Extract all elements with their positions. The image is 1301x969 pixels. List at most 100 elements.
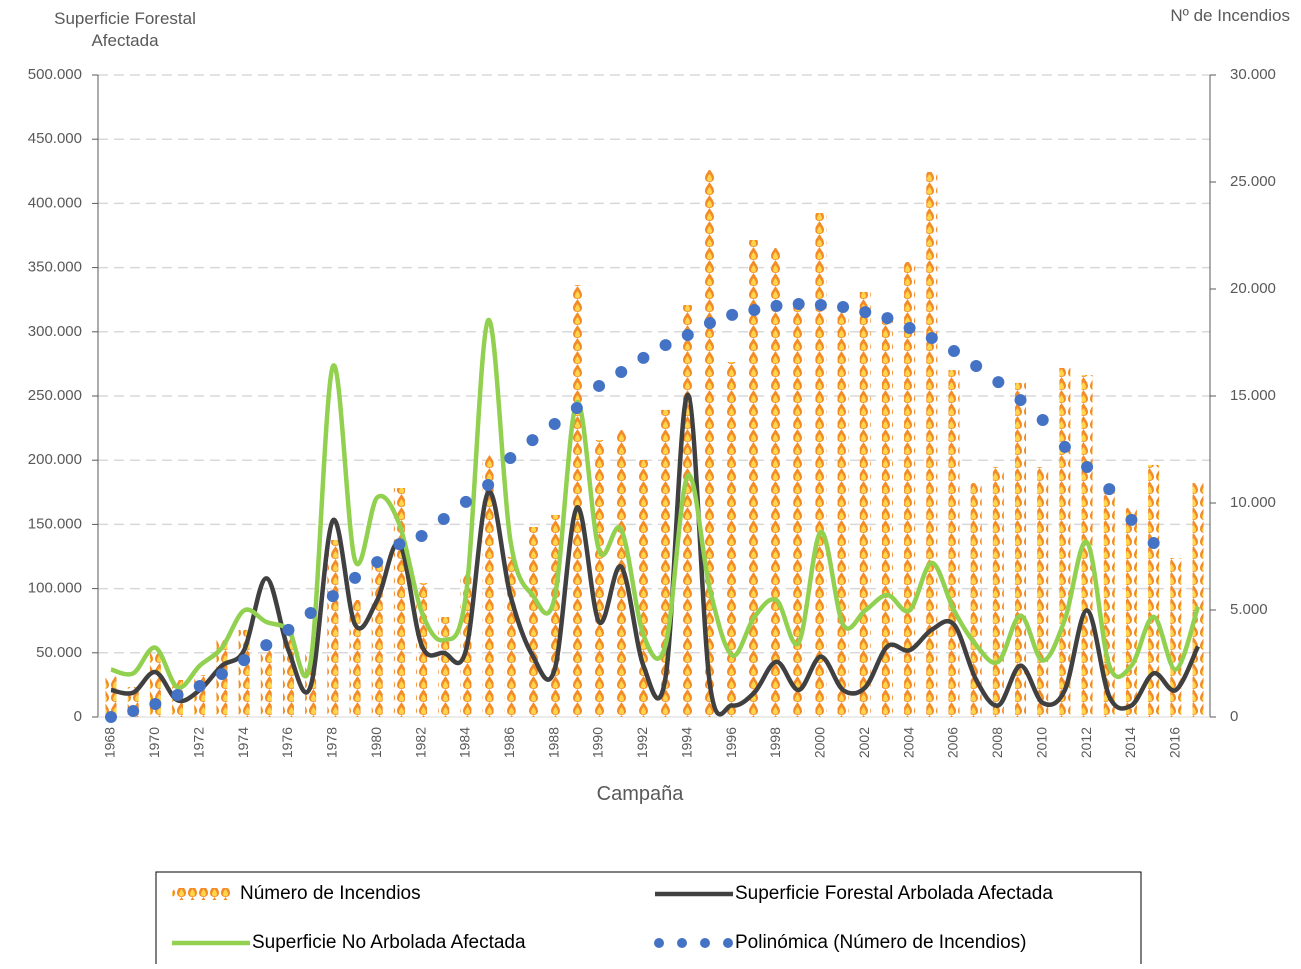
trend-dot <box>970 360 982 372</box>
trend-dot <box>149 698 161 710</box>
y-axis-title: Superficie Forestal Afectada <box>20 8 230 52</box>
trend-dot <box>216 668 228 680</box>
y2-tick-label: 0 <box>1230 708 1238 725</box>
trend-dot <box>837 301 849 313</box>
trend-dot <box>593 380 605 392</box>
x-tick-label: 1998 <box>767 727 783 758</box>
trend-dot <box>726 309 738 321</box>
trend-dot <box>704 317 716 329</box>
legend-swatch <box>723 938 733 948</box>
x-tick-label: 1976 <box>279 727 295 758</box>
chart: 050.000100.000150.000200.000250.000300.0… <box>0 0 1301 964</box>
trend-dot <box>172 689 184 701</box>
x-tick-label: 1984 <box>457 727 473 758</box>
bar <box>1059 368 1070 717</box>
trend-dot <box>1081 461 1093 473</box>
y-tick-label: 250.000 <box>28 387 82 404</box>
trend-dot <box>926 332 938 344</box>
legend-label: Superficie No Arbolada Afectada <box>252 932 526 953</box>
trend-dot <box>549 418 561 430</box>
trend-dot <box>1037 414 1049 426</box>
bar <box>571 285 582 717</box>
x-tick-label: 1996 <box>723 727 739 758</box>
trend-dot <box>238 654 250 666</box>
trend-dot <box>992 376 1004 388</box>
trend-dot <box>127 705 139 717</box>
x-tick-label: 2016 <box>1167 727 1183 758</box>
trend-dot <box>105 711 117 723</box>
trend-dot <box>260 639 272 651</box>
bar <box>1170 558 1181 717</box>
line <box>111 320 1198 688</box>
bar <box>771 248 782 717</box>
y-tick-label: 100.000 <box>28 580 82 597</box>
bar <box>948 370 959 717</box>
trend-dot <box>1015 394 1027 406</box>
legend-label: Superficie Forestal Arbolada Afectada <box>735 883 1053 904</box>
bar <box>527 527 538 717</box>
line <box>111 395 1198 715</box>
bar <box>1126 508 1137 717</box>
bar <box>549 515 560 717</box>
x-tick-label: 1978 <box>324 727 340 758</box>
bar <box>106 676 117 717</box>
y2-tick-label: 10.000 <box>1230 494 1276 511</box>
x-tick-label: 1982 <box>412 727 428 758</box>
trend-dot <box>771 300 783 312</box>
trend-dot <box>393 538 405 550</box>
x-tick-label: 2008 <box>989 727 1005 758</box>
y2-tick-label: 15.000 <box>1230 387 1276 404</box>
bar <box>838 310 849 717</box>
trend-dot <box>460 496 472 508</box>
trend-dot <box>349 572 361 584</box>
x-tick-label: 1994 <box>678 727 694 758</box>
trend-dot <box>881 312 893 324</box>
y-tick-label: 300.000 <box>28 323 82 340</box>
x-tick-label: 1992 <box>634 727 650 758</box>
x-tick-label: 2012 <box>1078 727 1094 758</box>
legend-swatch <box>654 938 664 948</box>
x-tick-label: 1980 <box>368 727 384 758</box>
trend-dot <box>615 366 627 378</box>
trend-dot <box>1125 514 1137 526</box>
page: Superficie Forestal Afectada Nº de Incen… <box>0 0 1301 964</box>
trend-dot <box>282 624 294 636</box>
trend-dot <box>948 345 960 357</box>
y-tick-label: 150.000 <box>28 515 82 532</box>
trend-dot <box>1103 483 1115 495</box>
bar <box>860 292 871 717</box>
legend-label: Número de Incendios <box>240 883 421 904</box>
x-tick-label: 2002 <box>856 727 872 758</box>
bar <box>882 320 893 717</box>
bar <box>727 362 738 717</box>
trend-dot <box>194 680 206 692</box>
y-tick-label: 500.000 <box>28 66 82 83</box>
trend-dot <box>438 513 450 525</box>
trend-dot <box>793 298 805 310</box>
trend-dot <box>1059 441 1071 453</box>
legend-swatch <box>172 888 232 900</box>
trend-dot <box>416 530 428 542</box>
x-tick-label: 1974 <box>235 727 251 758</box>
y-tick-label: 0 <box>74 708 82 725</box>
y2-tick-label: 25.000 <box>1230 173 1276 190</box>
trend-dot <box>526 434 538 446</box>
trend-dot <box>859 306 871 318</box>
x-tick-label: 2004 <box>900 727 916 758</box>
bar <box>1193 483 1204 717</box>
x-tick-label: 1968 <box>102 727 118 758</box>
x-tick-label: 1990 <box>590 727 606 758</box>
trend-dot <box>748 304 760 316</box>
x-tick-label: 2000 <box>812 727 828 758</box>
x-tick-label: 2010 <box>1033 727 1049 758</box>
y-tick-label: 350.000 <box>28 259 82 276</box>
legend-swatch <box>700 938 710 948</box>
trend-dot <box>305 607 317 619</box>
x-tick-label: 1986 <box>501 727 517 758</box>
trend-dot <box>482 479 494 491</box>
x-tick-label: 1972 <box>190 727 206 758</box>
x-tick-label: 2014 <box>1122 727 1138 758</box>
bar <box>815 213 826 717</box>
trend-dot <box>571 402 583 414</box>
bar <box>261 650 272 717</box>
